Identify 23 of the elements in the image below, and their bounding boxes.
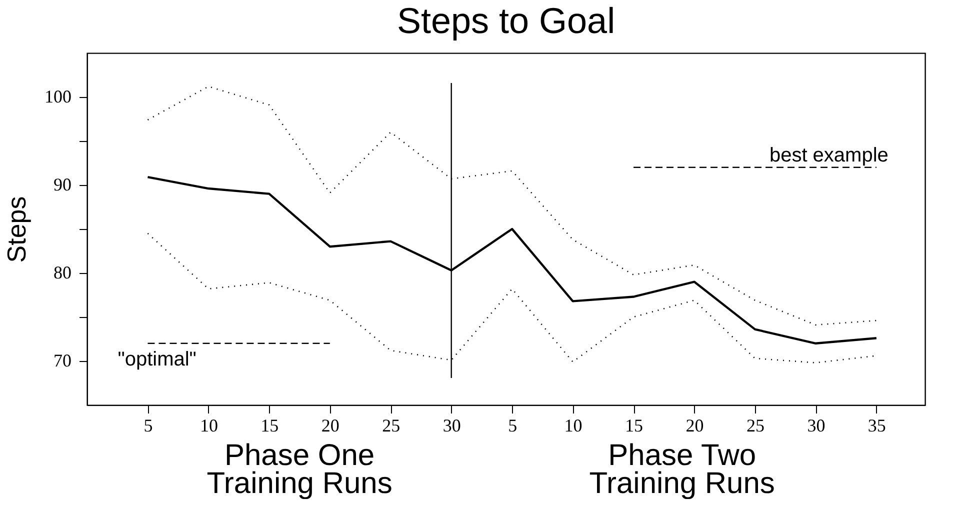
y-tick-label: 70	[54, 350, 72, 370]
x-tick-label: 30	[442, 416, 461, 436]
y-tick-label: 80	[54, 262, 72, 282]
y-tick-label: 100	[44, 86, 72, 106]
x-tick-label: 20	[321, 416, 340, 436]
text: Phase Two Training Runs	[589, 439, 775, 500]
x-tick-label: 25	[746, 416, 764, 436]
x-tick-label: 15	[625, 416, 644, 436]
annotation: "optimal"	[118, 348, 196, 370]
chart-title: Steps to Goal	[396, 0, 616, 41]
x-tick-label: 5	[144, 416, 153, 436]
x-tick-label: 10	[564, 416, 582, 436]
x-tick-label: 30	[807, 416, 826, 436]
x-tick-label: 35	[868, 416, 886, 436]
x-tick-label: 15	[260, 416, 279, 436]
annotation: best example	[769, 144, 888, 166]
x-tick-label: 5	[508, 416, 518, 436]
x-tick-label: 10	[200, 416, 218, 436]
text: Phase One Training Runs	[206, 439, 392, 500]
x-tick-label: 20	[686, 416, 704, 436]
y-axis-title: Steps	[2, 196, 32, 263]
y-tick-label: 90	[54, 174, 72, 194]
x-tick-label: 25	[382, 416, 400, 436]
